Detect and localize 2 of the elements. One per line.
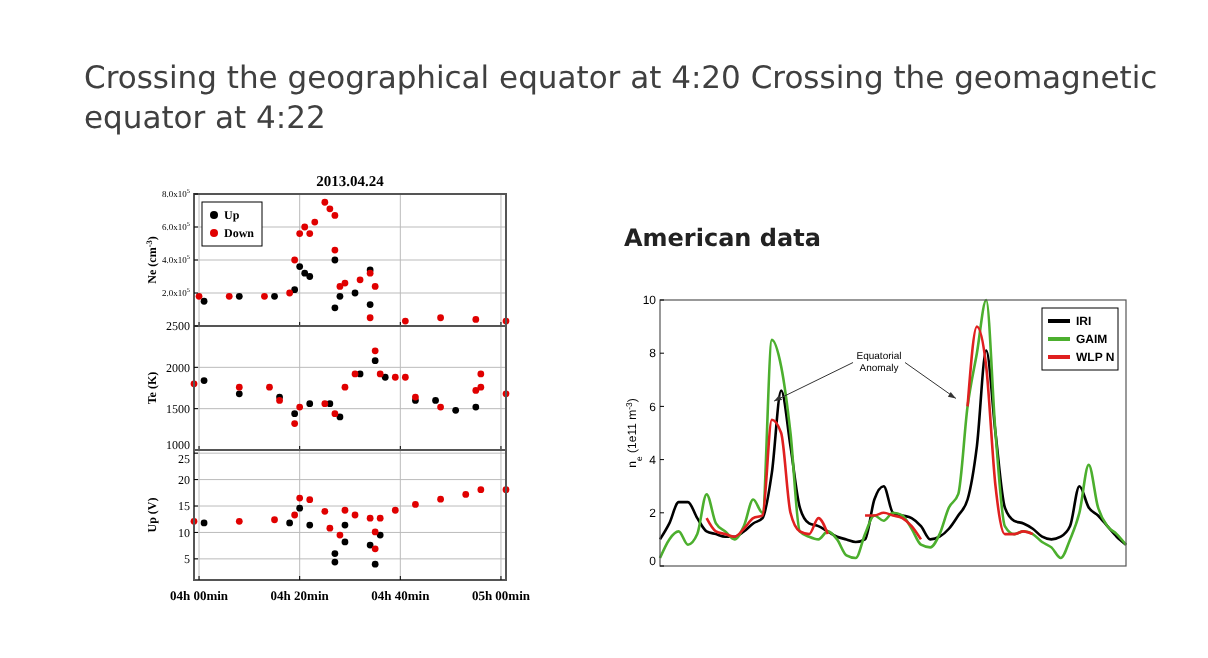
text: Crossing the geographical equator at 4:20 Crossing the geomagnetic equator at 4:22 [84,60,1158,136]
chart-title: American data [624,224,821,252]
